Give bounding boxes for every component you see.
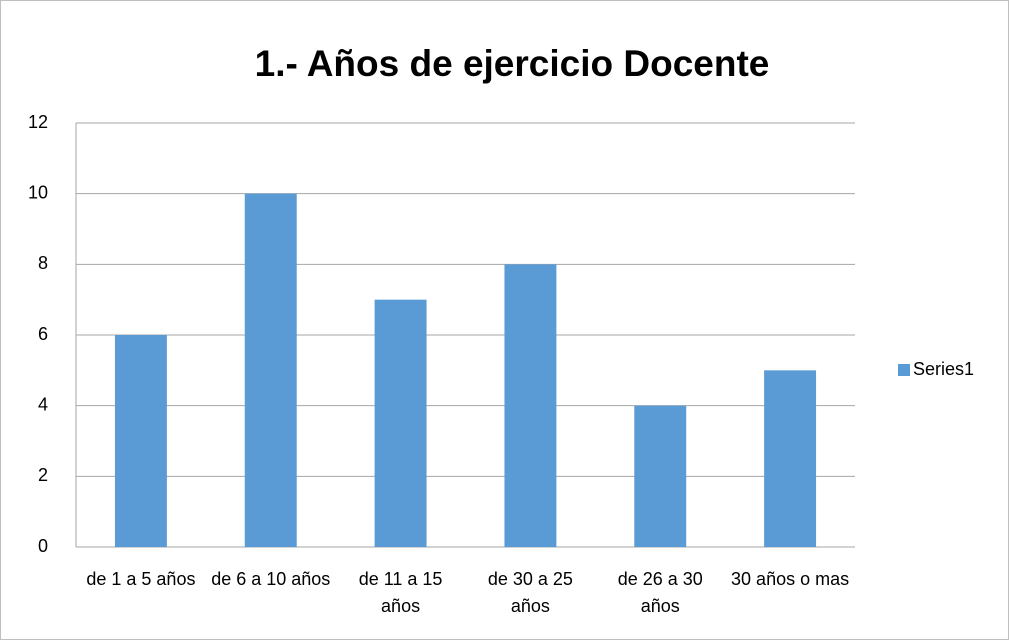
y-tick-label: 6 bbox=[38, 324, 48, 344]
y-tick-label: 8 bbox=[38, 253, 48, 273]
x-tick-label: de 26 a 30 años bbox=[617, 569, 703, 616]
x-tick-label: 30 años o mas bbox=[731, 569, 850, 589]
x-tick-label: de 11 a 15 años bbox=[358, 569, 443, 616]
x-tick-label: de 6 a 10 años bbox=[211, 569, 331, 589]
bar bbox=[374, 299, 427, 547]
y-tick-label: 2 bbox=[38, 465, 48, 485]
bar bbox=[764, 370, 817, 547]
chart-title: 1.- Años de ejercicio Docente bbox=[255, 43, 770, 84]
y-tick-label: 4 bbox=[38, 394, 48, 414]
x-tick-label: de 1 a 5 años bbox=[86, 569, 196, 589]
bar bbox=[504, 264, 557, 547]
y-tick-label: 0 bbox=[38, 536, 48, 556]
legend-swatch bbox=[898, 364, 910, 376]
x-tick-label: de 30 a 25 años bbox=[487, 569, 573, 616]
legend-label: Series1 bbox=[913, 359, 974, 379]
y-tick-label: 12 bbox=[28, 112, 48, 132]
bar bbox=[244, 193, 297, 547]
y-tick-label: 10 bbox=[28, 182, 48, 202]
bar bbox=[634, 405, 687, 547]
bar bbox=[114, 335, 167, 547]
